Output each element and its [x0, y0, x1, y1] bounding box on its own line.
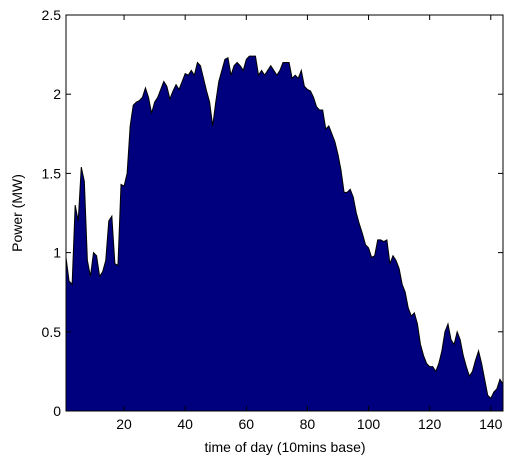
- x-tick-label: 20: [116, 416, 132, 432]
- y-tick-label: 2: [53, 86, 61, 102]
- area: [65, 55, 504, 412]
- plot-frame: [65, 14, 504, 412]
- y-tick-label: 0.5: [42, 324, 62, 340]
- y-tick-label: 2.5: [42, 7, 62, 23]
- x-tick-label: 120: [418, 416, 442, 432]
- x-axis-label: time of day (10mins base): [204, 439, 365, 455]
- y-tick-label: 0: [53, 403, 61, 419]
- x-tick-label: 40: [177, 416, 193, 432]
- x-tick-label: 140: [479, 416, 503, 432]
- y-tick-label: 1.5: [42, 165, 62, 181]
- x-tick-label: 60: [239, 416, 255, 432]
- y-axis-label: Power (MW): [9, 174, 25, 252]
- x-tick-label: 100: [357, 416, 381, 432]
- y-tick-label: 1: [53, 245, 61, 261]
- x-tick-label: 80: [300, 416, 316, 432]
